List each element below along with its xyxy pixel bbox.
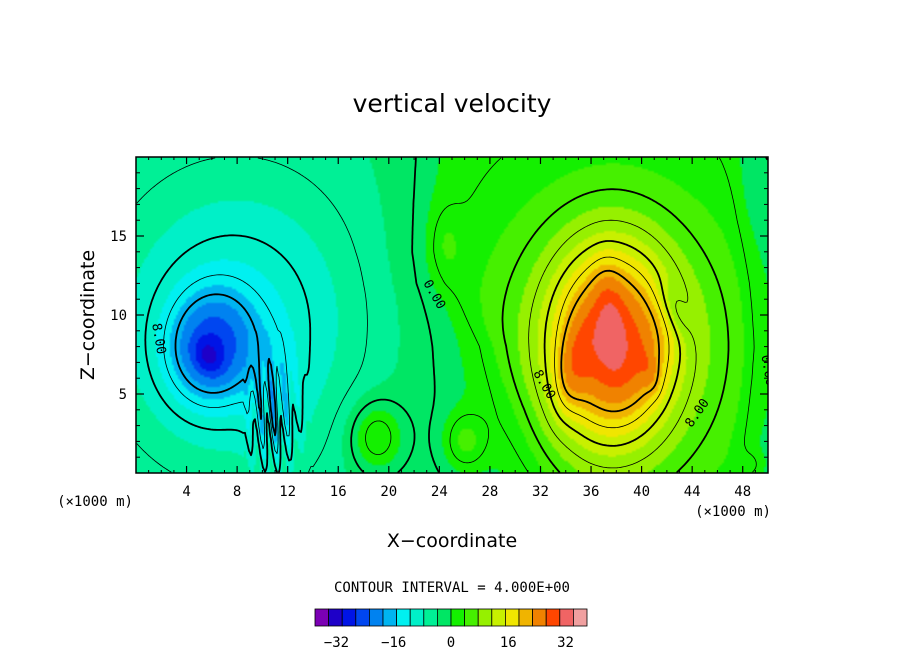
velocity-field-image xyxy=(136,157,768,473)
x-tick-label: 4 xyxy=(182,484,190,500)
contour-lines xyxy=(136,157,768,473)
colorbar-swatch xyxy=(573,608,588,627)
contour-line xyxy=(136,157,368,473)
colorbar-tick-labels: −32 −16 0 16 32 xyxy=(324,635,574,651)
colorbar xyxy=(314,608,588,627)
x-tick-label: 12 xyxy=(279,484,296,500)
x-tick-label: 24 xyxy=(431,484,448,500)
colorbar-swatch xyxy=(355,608,370,627)
colorbar-swatch xyxy=(559,608,574,627)
colorbar-swatch xyxy=(504,608,520,627)
contour-line xyxy=(554,256,670,429)
x-tick-label: 28 xyxy=(481,484,498,500)
colorbar-swatch xyxy=(436,608,452,627)
colorbar-tick-label: 32 xyxy=(557,635,574,651)
x-tick-label: 40 xyxy=(633,484,650,500)
colorbar-tick-label: 0 xyxy=(447,635,455,651)
x-tick-label: 44 xyxy=(684,484,701,500)
contour-label: 8.00 xyxy=(148,322,168,355)
x-tick-label: 32 xyxy=(532,484,549,500)
y-axis-ticks: 5 10 15 xyxy=(110,172,768,458)
colorbar-tick-label: 16 xyxy=(500,635,517,651)
contour-line xyxy=(365,157,757,473)
colorbar-swatch xyxy=(314,608,330,627)
contour-line xyxy=(174,293,277,437)
colorbar-swatch xyxy=(396,608,411,627)
contour-line xyxy=(528,219,697,469)
x-tick-label: 36 xyxy=(583,484,600,500)
contour-label: 0.00 xyxy=(757,354,777,387)
colorbar-swatch xyxy=(382,608,398,627)
colorbar-swatch xyxy=(491,608,506,627)
x-tick-label: 20 xyxy=(380,484,397,500)
colorbar-swatch xyxy=(368,608,384,627)
contour-line xyxy=(163,274,290,455)
y-axis-label: Z−coordinate xyxy=(77,250,99,380)
x-tick-label: 48 xyxy=(734,484,751,500)
plot-area: 8.000.008.008.000.00 xyxy=(136,157,777,473)
y-tick-label: 5 xyxy=(119,387,127,403)
colorbar-swatch xyxy=(532,608,547,627)
x-unit-left: (×1000 m) xyxy=(57,494,133,510)
contour-line xyxy=(350,157,768,473)
colorbar-swatch xyxy=(409,608,425,627)
colorbar-swatch xyxy=(464,608,479,627)
contour-line xyxy=(543,240,682,447)
colorbar-tick-label: −16 xyxy=(381,635,406,651)
colorbar-swatch xyxy=(450,608,466,627)
contour-line xyxy=(501,188,730,473)
colorbar-tick-label: −32 xyxy=(324,635,349,651)
x-tick-label: 16 xyxy=(330,484,347,500)
x-unit-right: (×1000 m) xyxy=(695,504,771,520)
contour-line xyxy=(144,234,312,473)
contour-interval-text: CONTOUR INTERVAL = 4.000E+00 xyxy=(334,580,570,596)
x-tick-label: 8 xyxy=(233,484,241,500)
y-tick-label: 10 xyxy=(110,308,127,324)
y-tick-label: 15 xyxy=(110,229,127,245)
colorbar-swatch xyxy=(423,608,438,627)
colorbar-swatch xyxy=(341,608,357,627)
chart-title: vertical velocity xyxy=(353,89,552,118)
contour-line xyxy=(560,269,660,413)
x-axis-ticks: 4 8 12 16 20 24 28 32 36 40 44 48 xyxy=(148,157,756,500)
colorbar-swatch xyxy=(518,608,534,627)
colorbar-swatch xyxy=(545,608,561,627)
colorbar-swatch xyxy=(328,608,343,627)
x-axis-label: X−coordinate xyxy=(387,530,517,552)
colorbar-swatch xyxy=(477,608,493,627)
